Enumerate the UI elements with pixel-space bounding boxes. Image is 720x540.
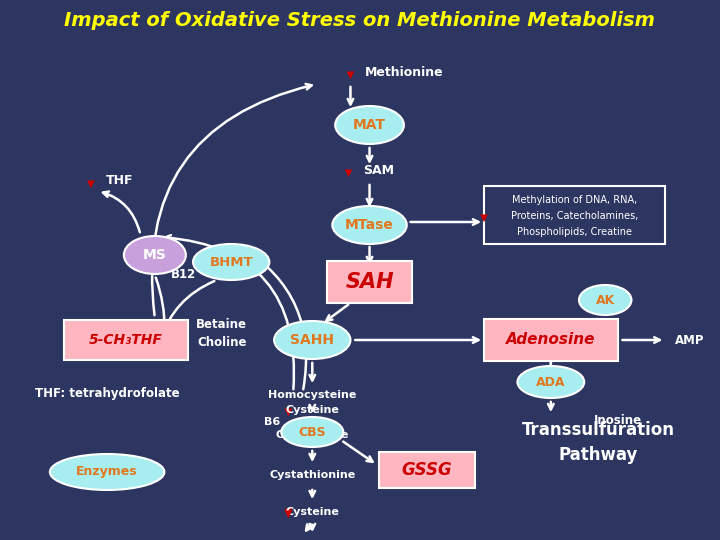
- Text: GSSG: GSSG: [402, 461, 452, 479]
- Text: Methylation of DNA, RNA,: Methylation of DNA, RNA,: [512, 195, 637, 205]
- Ellipse shape: [50, 454, 164, 490]
- Ellipse shape: [282, 417, 343, 447]
- Text: Methionine: Methionine: [365, 65, 444, 78]
- Text: MAT: MAT: [353, 118, 386, 132]
- Text: Pathway: Pathway: [559, 446, 638, 464]
- Text: Homocysteine: Homocysteine: [268, 390, 356, 400]
- Text: AK: AK: [595, 294, 615, 307]
- Text: Impact of Oxidative Stress on Methionine Metabolism: Impact of Oxidative Stress on Methionine…: [65, 10, 655, 30]
- Text: MS: MS: [143, 248, 167, 262]
- Ellipse shape: [274, 321, 351, 359]
- FancyBboxPatch shape: [64, 320, 188, 360]
- Text: Proteins, Catecholamines,: Proteins, Catecholamines,: [511, 211, 639, 221]
- Text: 5-CH₃THF: 5-CH₃THF: [89, 333, 163, 347]
- Ellipse shape: [518, 366, 584, 398]
- Ellipse shape: [333, 206, 407, 244]
- Text: SAHH: SAHH: [290, 333, 334, 347]
- Text: Glutathione: Glutathione: [276, 430, 349, 440]
- Text: Inosine: Inosine: [594, 414, 642, 427]
- Text: SAH: SAH: [345, 272, 394, 292]
- Text: THF: THF: [106, 173, 134, 186]
- Ellipse shape: [193, 244, 269, 280]
- Ellipse shape: [336, 106, 404, 144]
- Text: Betaine: Betaine: [196, 319, 247, 332]
- Ellipse shape: [579, 285, 631, 315]
- Text: CBS: CBS: [299, 426, 326, 438]
- Text: Choline: Choline: [197, 335, 246, 348]
- Text: ADA: ADA: [536, 375, 566, 388]
- FancyBboxPatch shape: [327, 261, 413, 303]
- Text: Adenosine: Adenosine: [506, 333, 595, 348]
- Text: AMP: AMP: [675, 334, 704, 347]
- Text: Cystathionine: Cystathionine: [269, 470, 356, 480]
- FancyBboxPatch shape: [379, 452, 474, 488]
- Text: Cysteine: Cysteine: [285, 507, 339, 517]
- Text: BHMT: BHMT: [210, 255, 253, 268]
- Text: Phospholipids, Creatine: Phospholipids, Creatine: [517, 227, 632, 237]
- FancyBboxPatch shape: [484, 319, 618, 361]
- Text: Cysteine: Cysteine: [285, 405, 339, 415]
- Text: THF: tetrahydrofolate: THF: tetrahydrofolate: [35, 387, 179, 400]
- Text: B12: B12: [171, 268, 196, 281]
- Ellipse shape: [124, 236, 186, 274]
- Text: Transsulfuration: Transsulfuration: [522, 421, 675, 439]
- FancyBboxPatch shape: [484, 186, 665, 244]
- Text: B6: B6: [264, 417, 280, 427]
- Text: SAM: SAM: [363, 164, 394, 177]
- Text: MTase: MTase: [345, 218, 394, 232]
- Text: Enzymes: Enzymes: [76, 465, 138, 478]
